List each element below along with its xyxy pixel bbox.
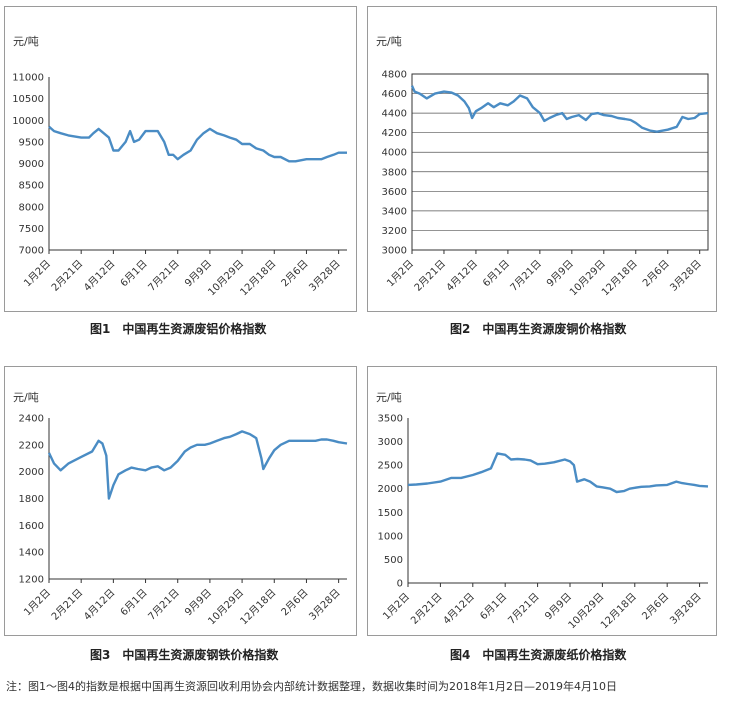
x-tick-label: 2月21日 bbox=[49, 258, 85, 294]
x-tick-label: 9月9日 bbox=[542, 591, 574, 623]
x-tick-label: 1月2日 bbox=[384, 258, 416, 290]
y-tick-label: 7500 bbox=[19, 224, 44, 235]
x-tick-label: 6月1日 bbox=[478, 591, 510, 623]
series-line bbox=[47, 430, 348, 500]
y-tick-label: 3500 bbox=[378, 414, 403, 425]
line-chart-3: 1200 1400 1600 1800 2000 2200 2400 1月2日2月21日4月1… bbox=[19, 414, 348, 628]
x-tick-label: 7月21日 bbox=[506, 591, 542, 627]
y-tick-label: 1000 bbox=[378, 531, 403, 542]
x-tick-label: 2月6日 bbox=[640, 258, 672, 290]
y-tick-label: 3000 bbox=[378, 437, 403, 448]
x-tick-label: 2月6日 bbox=[640, 591, 672, 623]
unit-label-4: 元/吨 bbox=[376, 391, 402, 404]
y-tick-label: 9500 bbox=[19, 137, 44, 148]
x-tick-label: 3月28日 bbox=[668, 258, 704, 294]
series-line bbox=[48, 125, 347, 163]
y-tick-label: 4200 bbox=[382, 128, 407, 139]
y-tick-label: 2000 bbox=[378, 484, 403, 495]
x-tick-label: 9月9日 bbox=[182, 258, 214, 290]
y-tick-label: 2500 bbox=[378, 461, 403, 472]
y-tick-label: 3000 bbox=[382, 246, 407, 257]
y-tick-label: 4800 bbox=[382, 70, 407, 81]
x-tick-label: 3月28日 bbox=[307, 258, 343, 294]
y-tick-label: 500 bbox=[384, 555, 403, 566]
y-tick-label: 4600 bbox=[382, 89, 407, 100]
y-tick-label: 1500 bbox=[378, 508, 403, 519]
x-tick-label: 3月28日 bbox=[307, 587, 343, 623]
series-line bbox=[407, 452, 709, 494]
unit-label-1: 元/吨 bbox=[13, 35, 39, 48]
line-chart-2: 3000 3200 3400 3600 3800 4000 4200 4400 4600 4800… bbox=[382, 70, 709, 298]
y-tick-label: 3600 bbox=[382, 187, 407, 198]
x-tick-label: 1月2日 bbox=[380, 591, 412, 623]
x-tick-label: 2月21日 bbox=[412, 258, 448, 294]
y-tick-label: 0 bbox=[397, 579, 403, 590]
y-tick-label: 2400 bbox=[19, 414, 44, 425]
chart-panel-1: 元/吨 7000 7500 8000 8500 9000 9500 10000 10500 11… bbox=[4, 6, 357, 312]
x-tick-label: 9月9日 bbox=[182, 587, 214, 619]
x-tick-label: 9月9日 bbox=[544, 258, 576, 290]
caption-fig1: 图1 中国再生资源废铝价格指数 bbox=[90, 322, 267, 336]
x-tick-label: 2月21日 bbox=[49, 587, 85, 623]
y-tick-label: 4000 bbox=[382, 148, 407, 159]
x-tick-label: 2月21日 bbox=[408, 591, 444, 627]
line-chart-4: 0 500 1000 1500 2000 2500 3000 3500 1月2日2月21日4月1… bbox=[378, 414, 709, 632]
x-tick-label: 1月2日 bbox=[21, 587, 53, 619]
x-tick-label: 12月18日 bbox=[238, 258, 279, 299]
x-tick-label: 1月2日 bbox=[21, 258, 53, 290]
chart-panel-4: 元/吨 0 500 1000 1500 2000 2500 3000 3500 1月2日 2月21… bbox=[367, 366, 717, 636]
chart-panel-2: 元/吨 3000 3200 3400 3600 3800 4000 4200 4400 4600… bbox=[367, 6, 717, 312]
unit-label-2: 元/吨 bbox=[376, 35, 402, 48]
y-tick-label: 7000 bbox=[19, 246, 44, 257]
y-tick-label: 10000 bbox=[12, 116, 44, 127]
x-tick-label: 4月12日 bbox=[81, 258, 117, 294]
caption-fig4: 图4 中国再生资源废纸价格指数 bbox=[450, 648, 627, 662]
x-tick-label: 2月6日 bbox=[279, 587, 311, 619]
chart-panel-3: 元/吨 1200 1400 1600 1800 2000 2200 2400 1月2日 2月21… bbox=[4, 366, 357, 636]
y-tick-label: 11000 bbox=[12, 73, 44, 84]
y-tick-label: 3800 bbox=[382, 167, 407, 178]
y-tick-label: 2000 bbox=[19, 467, 44, 478]
x-tick-label: 12月18日 bbox=[598, 591, 639, 632]
series-line bbox=[410, 85, 709, 133]
y-tick-label: 8000 bbox=[19, 202, 44, 213]
x-tick-label: 7月21日 bbox=[146, 587, 182, 623]
x-tick-label: 6月1日 bbox=[118, 587, 150, 619]
y-tick-label: 9000 bbox=[19, 159, 44, 170]
y-tick-label: 10500 bbox=[12, 94, 44, 105]
x-tick-label: 6月1日 bbox=[480, 258, 512, 290]
y-tick-label: 1600 bbox=[19, 521, 44, 532]
plot-frame bbox=[411, 73, 709, 251]
y-tick-label: 1200 bbox=[19, 575, 44, 586]
y-tick-label: 3400 bbox=[382, 206, 407, 217]
footnote: 注：图1～图4的指数是根据中国再生资源回收利用协会内部统计数据整理，数据收集时间… bbox=[6, 680, 617, 693]
x-tick-label: 7月21日 bbox=[508, 258, 544, 294]
caption-fig3: 图3 中国再生资源废钢铁价格指数 bbox=[90, 648, 279, 662]
x-tick-label: 4月12日 bbox=[441, 591, 477, 627]
y-tick-label: 4400 bbox=[382, 109, 407, 120]
y-tick-label: 1400 bbox=[19, 548, 44, 559]
unit-label-3: 元/吨 bbox=[13, 391, 39, 404]
line-chart-1: 7000 7500 8000 8500 9000 9500 10000 10500 11000 1… bbox=[12, 73, 347, 299]
x-tick-label: 2月6日 bbox=[279, 258, 311, 290]
x-tick-label: 6月1日 bbox=[118, 258, 150, 290]
x-tick-label: 4月12日 bbox=[81, 587, 117, 623]
x-tick-label: 3月28日 bbox=[668, 591, 704, 627]
y-tick-label: 8500 bbox=[19, 181, 44, 192]
x-tick-label: 4月12日 bbox=[444, 258, 480, 294]
y-tick-label: 3200 bbox=[382, 226, 407, 237]
y-tick-label: 1800 bbox=[19, 494, 44, 505]
y-tick-label: 2200 bbox=[19, 440, 44, 451]
x-tick-label: 12月18日 bbox=[238, 587, 279, 628]
x-tick-label: 7月21日 bbox=[146, 258, 182, 294]
caption-fig2: 图2 中国再生资源废铜价格指数 bbox=[450, 322, 627, 336]
